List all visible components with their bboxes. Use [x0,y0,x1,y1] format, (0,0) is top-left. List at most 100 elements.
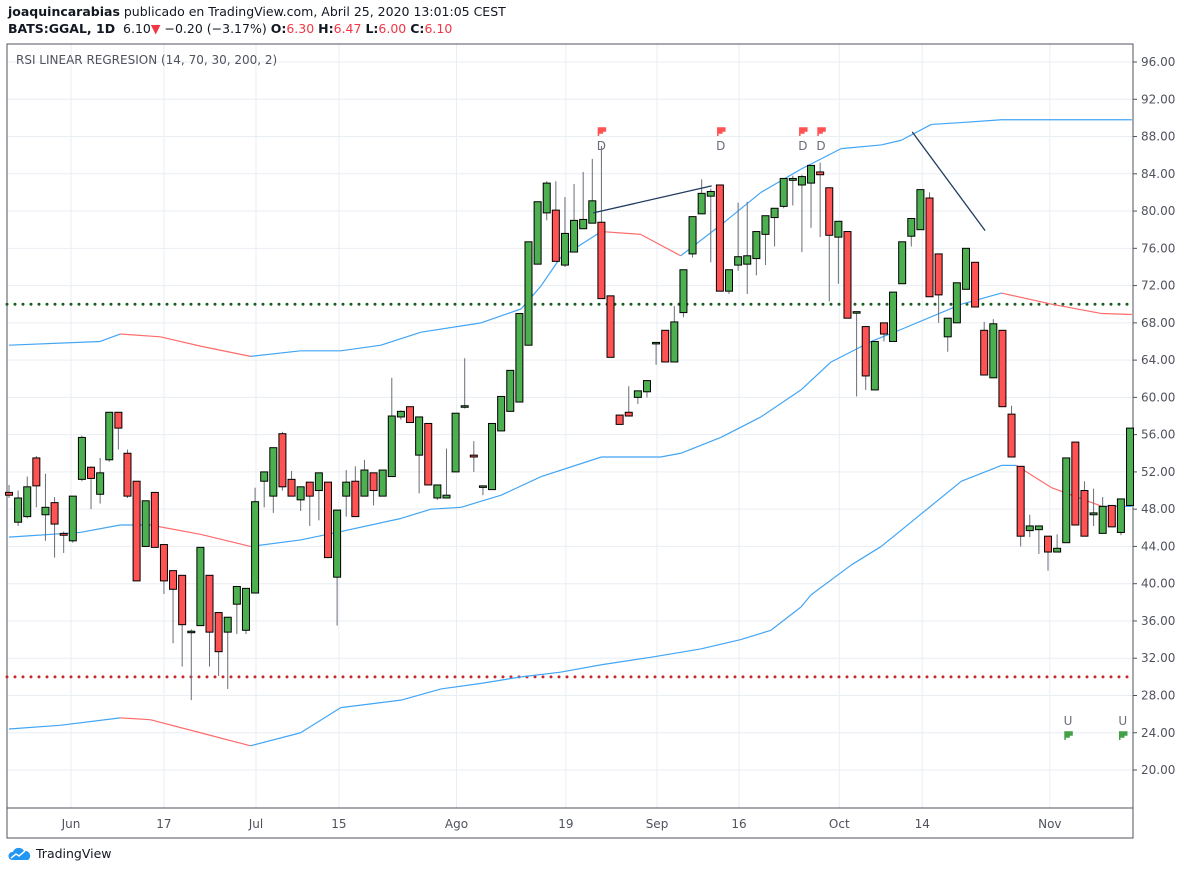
candle-body [196,546,205,627]
candle-body [661,329,670,363]
band-middle-segment [1001,292,1052,305]
band-middle-segment [200,533,251,548]
candle-body [460,405,469,408]
band-upper-segment [480,308,522,324]
trend-line[interactable] [911,131,986,232]
band-upper-segment [540,257,561,286]
y-tick-label: 36.00 [1141,614,1175,628]
candle-body [406,406,415,424]
up-flag-icon [1064,731,1073,740]
band-lower-segment [601,656,651,666]
candle-body [360,469,369,497]
band-middle-segment [340,517,402,533]
band-upper-segment [340,344,381,352]
y-tick-label: 72.00 [1141,279,1175,293]
candle-body [159,544,168,582]
candle-body [351,480,360,518]
symbol[interactable]: BATS:GGAL, 1D [8,21,116,36]
candle-body [752,231,761,260]
candle-body [296,486,305,501]
candle-body [241,587,250,631]
candle-body [214,612,223,653]
candle-body [488,422,497,491]
candle-body [570,219,579,253]
band-lower-segment [740,629,772,641]
author: joaquincarabias [8,4,120,19]
candle-body [852,311,861,314]
candle-body [633,390,642,398]
candle-body [378,469,387,497]
band-lower-segment [700,639,741,650]
band-middle-segment [961,292,1002,305]
symbol-info: BATS:GGAL, 1D 6.10▼ −0.20 (−3.17%) O:6.3… [8,21,452,36]
candle-body [305,481,314,497]
band-middle-segment [430,506,462,510]
y-tick-label: 40.00 [1141,577,1175,591]
x-tick-label: Jul [248,817,263,831]
candle-body [1080,490,1089,537]
candle-body [96,472,105,495]
candle-body [916,189,925,231]
high-value: 6.47 [333,21,362,36]
y-tick-label: 28.00 [1141,688,1175,702]
band-lower-segment [961,464,1002,482]
band-middle-segment [720,416,762,438]
candle-body [87,466,96,479]
y-tick-label: 76.00 [1141,241,1175,255]
candle-body [1126,427,1135,506]
candle-body [5,491,13,496]
y-tick-label: 92.00 [1141,92,1175,106]
chart-frame [6,43,1134,839]
candle-body [779,177,788,207]
candle-body [415,416,424,456]
candle-body [1034,525,1043,531]
candle-body [232,585,241,605]
band-lower-segment [250,732,301,747]
band-upper-segment [900,123,932,141]
band-middle-segment [901,303,962,330]
candle-body [141,500,150,547]
candle-body [725,269,734,292]
candle-body [114,411,123,429]
candle-body [770,207,779,219]
band-lower-segment [300,707,342,734]
down-flag-icon [597,127,607,136]
candle-body [980,329,989,376]
band-middle-segment [8,531,81,538]
y-tick-label: 56.00 [1141,428,1175,442]
band-upper-segment [99,333,121,343]
trend-line[interactable] [593,185,712,214]
tradingview-logo[interactable]: TradingView [8,846,112,861]
candle-body [943,317,952,338]
candle-body [278,433,287,488]
low-value: 6.00 [378,21,407,36]
down-arrow-icon: ▼ [150,21,161,36]
y-tick-label: 84.00 [1141,167,1175,181]
candle-body [551,209,560,262]
candle-body [105,411,114,461]
candle-body [788,177,797,181]
band-lower-segment [400,688,442,701]
candle-body [606,295,615,358]
band-middle-segment [460,494,502,508]
y-tick-label: 80.00 [1141,204,1175,218]
signal-label: U [1118,714,1127,728]
candle-body [615,414,624,425]
candle-body [879,322,888,335]
candle-body [132,480,141,582]
signal-label: U [1064,714,1073,728]
candle-body [442,494,451,499]
candle-body [68,495,77,542]
band-upper-segment [380,331,422,346]
candle-body [743,255,752,265]
candle-body [688,216,697,255]
y-tick-label: 96.00 [1141,55,1175,69]
x-tick-label: 17 [156,817,171,831]
candle-body [1053,547,1062,553]
candle-body [715,184,724,292]
band-upper-segment [601,230,641,235]
candle-body [77,436,86,480]
candle-body [178,574,187,626]
y-tick-label: 32.00 [1141,651,1175,665]
